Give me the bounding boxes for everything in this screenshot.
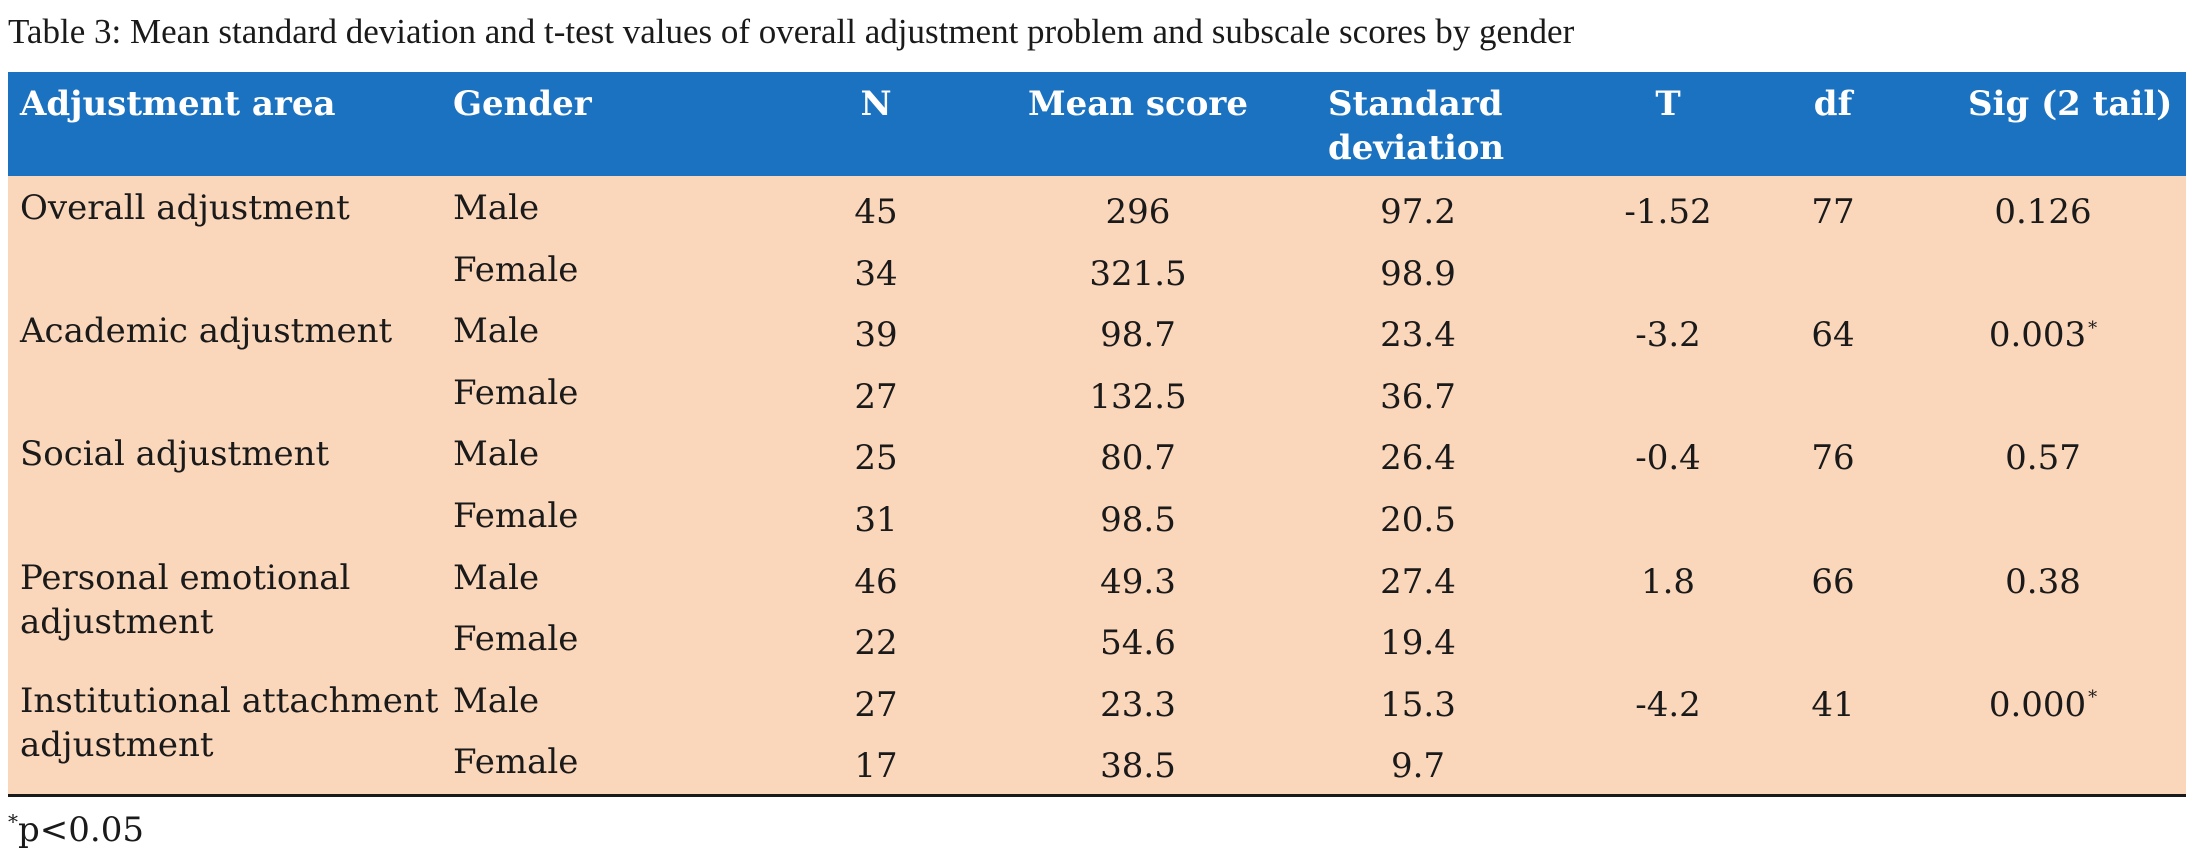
- header-standard-deviation: Standard deviation: [1328, 82, 1504, 170]
- df-cell: 77: [1811, 192, 1855, 232]
- sig-cell: 0.003 *: [1968, 313, 2118, 357]
- t-value-cell: -4.2: [1635, 684, 1701, 725]
- gender-cell: Male: [453, 311, 540, 352]
- gender-cell: Male: [453, 557, 540, 598]
- significance-asterisk: *: [2088, 317, 2098, 339]
- n-cell: 25: [854, 438, 898, 479]
- header-n: N: [860, 84, 892, 124]
- adjustment-area-label: Personal emotional adjustment: [20, 557, 351, 642]
- data-table: Adjustment area Gender N Mean score Stan…: [8, 72, 2186, 797]
- standard-deviation-cell: 19.4: [1380, 623, 1456, 664]
- footnote-text: p<0.05: [18, 810, 144, 850]
- gender-cell: Female: [453, 372, 579, 413]
- table-body: Overall adjustment Male 45 296 97.2 Female 34 3…: [8, 176, 2186, 797]
- n-cell: 22: [854, 623, 898, 664]
- table-caption: Table 3: Mean standard deviation and t-t…: [8, 12, 1575, 51]
- adjustment-area-label: Social adjustment: [20, 434, 330, 475]
- mean-score-cell: 132.5: [1089, 376, 1187, 417]
- sig-cell: 0.000 *: [1968, 683, 2118, 727]
- mean-score-cell: 321.5: [1089, 253, 1187, 294]
- sig-cell: 0.38: [1968, 560, 2118, 604]
- mean-score-cell: 98.5: [1100, 500, 1176, 540]
- gender-cell: Male: [453, 434, 540, 475]
- header-sig: Sig (2 tail): [1968, 84, 2173, 124]
- footnote: *p<0.05: [8, 808, 144, 852]
- standard-deviation-cell: 97.2: [1380, 192, 1456, 232]
- t-value-cell: 1.8: [1640, 561, 1696, 602]
- sig-value: 0.000: [1988, 684, 2087, 725]
- standard-deviation-cell: 36.7: [1380, 376, 1456, 417]
- n-cell: 31: [854, 500, 898, 540]
- mean-score-cell: 54.6: [1100, 623, 1176, 664]
- sig-value: 0.57: [2005, 438, 2081, 479]
- n-cell: 39: [854, 315, 898, 356]
- mean-score-cell: 49.3: [1100, 561, 1176, 602]
- mean-score-cell: 38.5: [1100, 746, 1176, 787]
- sig-value: 0.126: [1994, 192, 2092, 232]
- standard-deviation-cell: 26.4: [1380, 438, 1456, 479]
- adjustment-area-label: Academic adjustment: [20, 311, 393, 352]
- standard-deviation-cell: 23.4: [1380, 315, 1456, 356]
- mean-score-cell: 296: [1105, 192, 1171, 232]
- standard-deviation-cell: 9.7: [1390, 746, 1446, 787]
- header-df: df: [1813, 84, 1853, 124]
- table-header: Adjustment area Gender N Mean score Stan…: [8, 72, 2186, 176]
- gender-cell: Male: [453, 188, 540, 228]
- n-cell: 27: [854, 684, 898, 725]
- gender-cell: Female: [453, 249, 579, 290]
- header-t: T: [1655, 84, 1681, 124]
- n-cell: 17: [854, 746, 898, 787]
- standard-deviation-cell: 15.3: [1380, 684, 1456, 725]
- gender-cell: Female: [453, 619, 579, 660]
- standard-deviation-cell: 27.4: [1380, 561, 1456, 602]
- standard-deviation-cell: 98.9: [1380, 253, 1456, 294]
- n-cell: 34: [854, 253, 898, 294]
- df-cell: 64: [1811, 315, 1855, 356]
- df-cell: 76: [1811, 438, 1855, 479]
- sig-value: 0.003: [1988, 315, 2087, 356]
- gender-cell: Female: [453, 496, 579, 536]
- standard-deviation-cell: 20.5: [1380, 500, 1456, 540]
- n-cell: 27: [854, 376, 898, 417]
- df-cell: 41: [1811, 684, 1855, 725]
- t-value-cell: -0.4: [1635, 438, 1701, 479]
- gender-cell: Male: [453, 680, 540, 721]
- mean-score-cell: 80.7: [1100, 438, 1176, 479]
- adjustment-area-label: Overall adjustment: [20, 188, 350, 228]
- n-cell: 46: [854, 561, 898, 602]
- gender-cell: Female: [453, 742, 579, 783]
- adjustment-area-label: Institutional attachment adjustment: [20, 680, 439, 765]
- mean-score-cell: 98.7: [1100, 315, 1176, 356]
- t-value-cell: -1.52: [1624, 192, 1712, 232]
- significance-asterisk: *: [2088, 687, 2098, 709]
- sig-cell: 0.126: [1968, 190, 2118, 234]
- df-cell: 66: [1811, 561, 1855, 602]
- n-cell: 45: [854, 192, 898, 232]
- header-mean-score: Mean score: [1028, 84, 1248, 124]
- header-adjustment-area: Adjustment area: [20, 84, 336, 124]
- t-value-cell: -3.2: [1635, 315, 1701, 356]
- header-sd-line2: deviation: [1328, 128, 1505, 168]
- header-gender: Gender: [453, 84, 592, 124]
- header-sd-line1: Standard: [1328, 84, 1503, 124]
- footnote-mark: *: [8, 809, 18, 834]
- mean-score-cell: 23.3: [1100, 684, 1176, 725]
- sig-value: 0.38: [2005, 561, 2081, 602]
- sig-cell: 0.57: [1968, 436, 2118, 480]
